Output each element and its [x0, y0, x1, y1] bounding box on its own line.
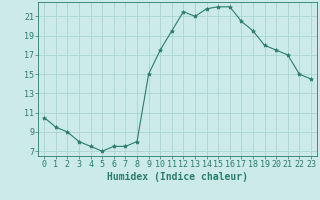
X-axis label: Humidex (Indice chaleur): Humidex (Indice chaleur)	[107, 172, 248, 182]
